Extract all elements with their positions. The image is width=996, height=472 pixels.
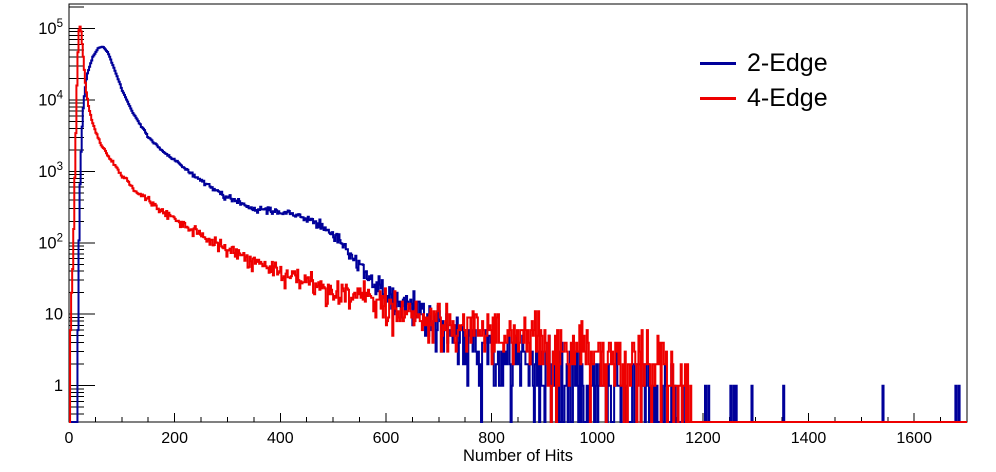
y-tick-label: 105 [38,18,63,38]
x-tick-label: 600 [373,430,400,447]
y-tick-label: 10 [45,306,63,324]
x-tick-label: 1200 [685,430,721,447]
x-tick-label: 200 [161,430,188,447]
legend-entry-2-edge: 2-Edge [700,46,828,81]
y-tick-label: 103 [38,161,63,181]
x-tick-label: 800 [478,430,505,447]
legend-label-2-edge: 2-Edge [747,49,828,77]
x-tick-label: 1000 [579,430,615,447]
x-tick-label: 1400 [791,430,827,447]
legend-entry-4-edge: 4-Edge [700,81,828,116]
series-path-4-edge [69,25,967,423]
y-tick-label: 102 [38,232,63,252]
legend: 2-Edge 4-Edge [700,46,828,116]
y-tick-label: 1 [54,377,63,395]
x-axis: 0 200 400 600 800 1000 1200 1400 1600 Number of H… [65,413,968,465]
x-tick-label: 1600 [896,430,932,447]
y-tick-label: 104 [38,89,63,109]
x-axis-title: Number of Hits [463,447,573,465]
x-tick-label: 0 [65,430,74,447]
legend-line-4-edge [700,97,736,100]
x-tick-label: 400 [267,430,294,447]
series-path-2-edge [69,45,967,423]
y-axis: 1 10 102 103 104 105 [38,6,95,415]
legend-line-2-edge [700,62,736,65]
legend-label-4-edge: 4-Edge [747,84,828,112]
